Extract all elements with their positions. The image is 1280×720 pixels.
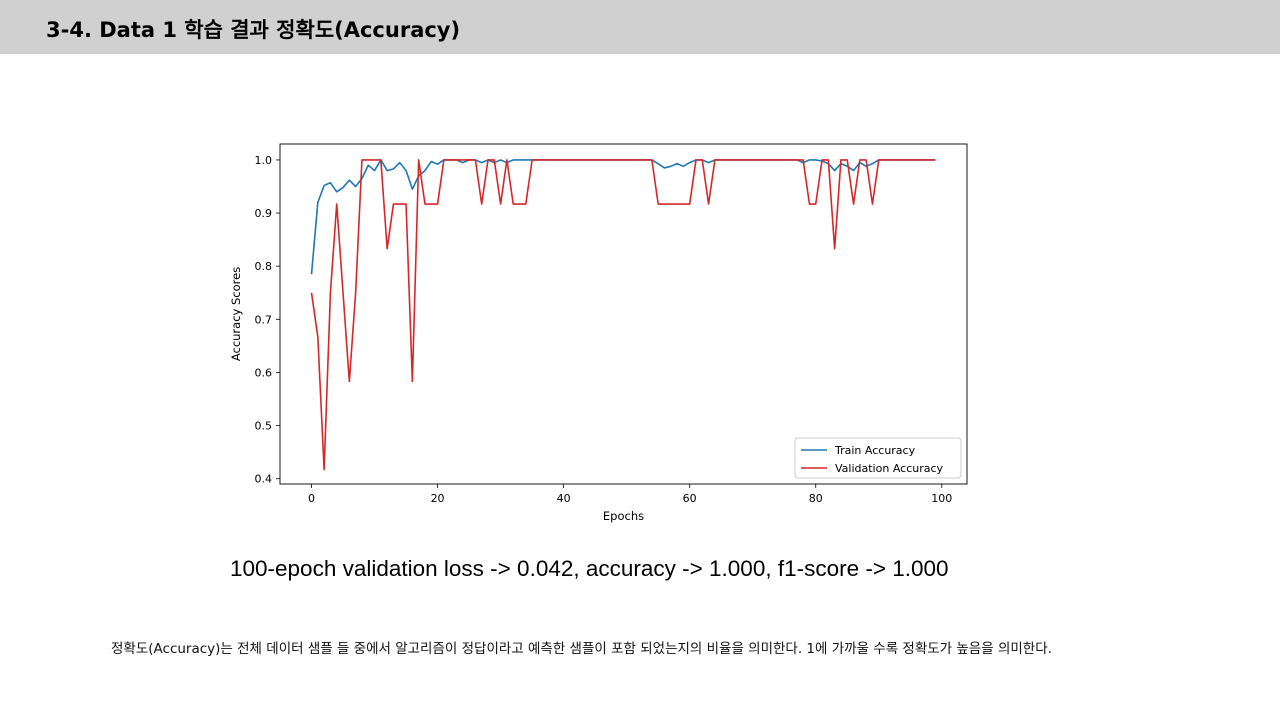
x-tick-label: 20	[431, 492, 445, 505]
x-tick-label: 40	[557, 492, 571, 505]
plot-frame	[279, 143, 968, 485]
y-tick-label: 0.5	[255, 420, 273, 433]
title-bar: 3-4. Data 1 학습 결과 정확도(Accuracy)	[0, 0, 1280, 54]
y-tick-label: 0.4	[255, 473, 273, 486]
series-line-train-accuracy	[310, 159, 936, 275]
chart-legend: Train Accuracy Validation Accuracy	[794, 437, 962, 479]
x-tick-label: 80	[809, 492, 823, 505]
y-axis-label: Accuracy Scores	[229, 267, 243, 361]
slide-title: 3-4. Data 1 학습 결과 정확도(Accuracy)	[46, 18, 461, 42]
x-tick-label: 0	[308, 492, 315, 505]
legend-label: Train Accuracy	[834, 444, 916, 457]
series-line-validation-accuracy	[310, 159, 936, 471]
x-tick-label: 60	[683, 492, 697, 505]
y-tick-label: 0.8	[255, 260, 273, 273]
legend-label: Validation Accuracy	[835, 462, 944, 475]
y-tick-label: 0.7	[255, 313, 273, 326]
x-axis-label: Epochs	[603, 509, 644, 523]
y-tick-label: 0.9	[255, 207, 273, 220]
y-tick-label: 0.6	[255, 366, 273, 379]
accuracy-chart: 0 20 40 60 80 100 0.4 0.5 0.6 0.7 0.8 0.9 1.0 Epochs A…	[229, 143, 968, 523]
legend-box	[794, 437, 962, 479]
metrics-summary: 100-epoch validation loss -> 0.042, accu…	[230, 556, 949, 581]
x-tick-label: 100	[931, 492, 952, 505]
y-tick-label: 1.0	[255, 154, 273, 167]
description-text: 정확도(Accuracy)는 전체 데이터 샘플 들 중에서 알고리즘이 정답이…	[111, 641, 1052, 657]
